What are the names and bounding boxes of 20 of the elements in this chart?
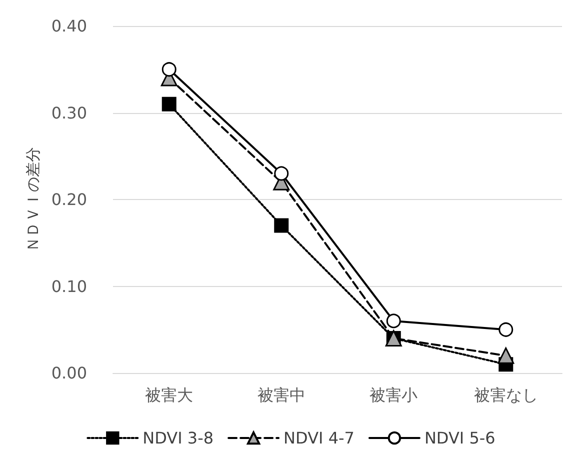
y-tick-label: 0.20 xyxy=(51,190,87,209)
x-tick-label: 被害小 xyxy=(370,386,418,404)
point xyxy=(274,218,289,233)
legend-label: NDVI 3-8 xyxy=(142,428,214,448)
point xyxy=(162,62,176,77)
y-tick-label: 0.30 xyxy=(51,103,87,122)
y-tick-label: 0.00 xyxy=(51,364,87,382)
point xyxy=(274,166,289,181)
y-tick-label: 0.40 xyxy=(51,16,87,36)
y-tick-label: 0.10 xyxy=(51,276,87,296)
x-tick-label: 被害なし xyxy=(474,386,538,404)
point xyxy=(386,314,401,328)
point xyxy=(498,322,514,337)
x-tick-label: 被害中 xyxy=(257,386,306,404)
legend-label: NDVI 4-7 xyxy=(284,428,354,448)
x-tick-label: 被害大 xyxy=(145,386,194,404)
y-axis-title: ＮＤＶＩの差分 xyxy=(24,147,42,252)
legend-label: NDVI 5-6 xyxy=(424,428,496,448)
point xyxy=(162,96,176,112)
point xyxy=(498,347,514,364)
